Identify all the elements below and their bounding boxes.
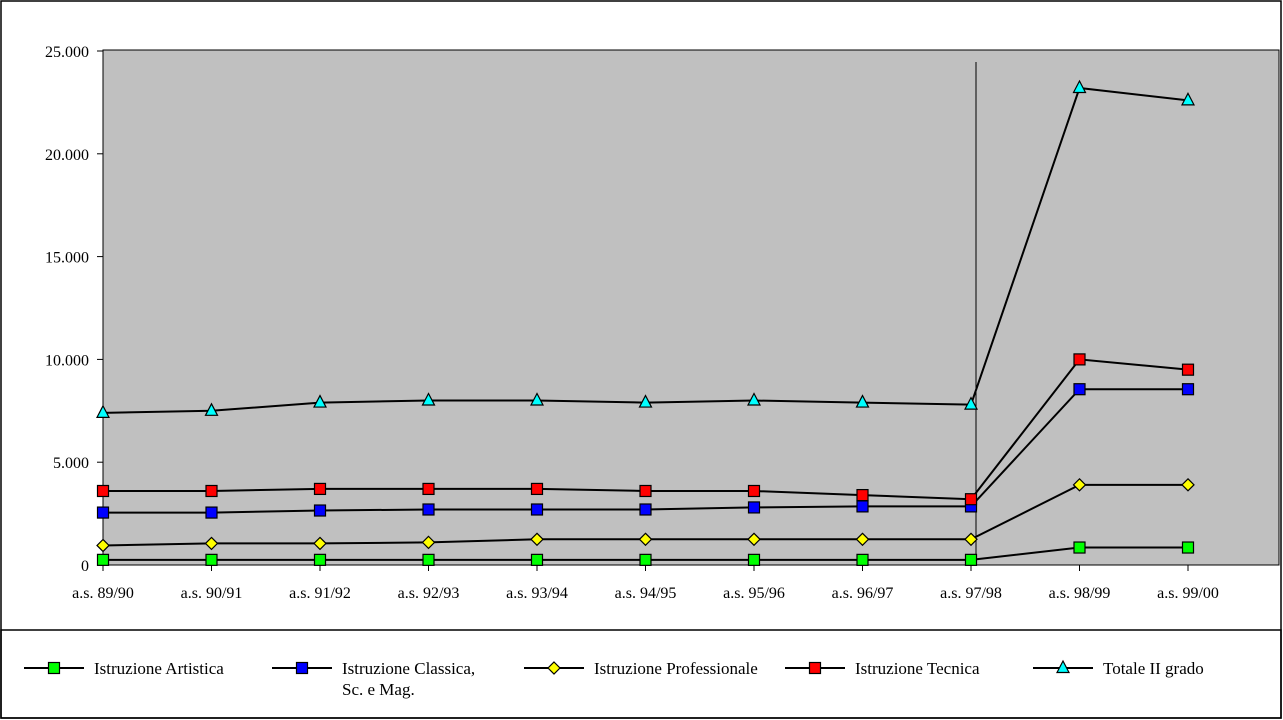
data-point (856, 553, 869, 566)
data-point (530, 392, 544, 406)
data-point (1072, 477, 1087, 492)
series-1 (96, 383, 1195, 519)
series-3 (96, 353, 1195, 506)
data-point (747, 484, 761, 498)
legend-marker-2 (524, 661, 584, 675)
data-point (964, 493, 978, 506)
legend-label: Istruzione Artistica (94, 659, 224, 678)
x-tick-label: a.s. 90/91 (181, 585, 243, 602)
legend-marker-0 (24, 661, 84, 675)
data-point (747, 553, 761, 566)
data-point (421, 535, 436, 550)
data-point (1181, 383, 1195, 396)
legend-marker-4 (1033, 659, 1093, 674)
data-point (530, 553, 544, 566)
x-tick-label: a.s. 92/93 (398, 585, 460, 602)
x-tick-label: a.s. 94/95 (615, 585, 677, 602)
data-point (639, 553, 652, 566)
legend-point (47, 661, 61, 675)
data-point (1073, 383, 1086, 396)
data-point (747, 532, 761, 547)
data-point (96, 506, 110, 519)
data-point (639, 484, 652, 498)
tick-labels: 0 5.000 10.000 15.000 20.000 25.000 a.s. 89/90… (45, 44, 1219, 602)
data-point (205, 484, 218, 498)
y-tick-label: 10.000 (45, 352, 89, 369)
data-point (638, 532, 653, 547)
y-tick-label: 0 (81, 558, 89, 575)
plot-area (102, 49, 1280, 566)
data-point (96, 538, 110, 553)
data-point (96, 484, 110, 498)
data-point (530, 532, 544, 547)
data-point (747, 392, 761, 406)
x-tick-label: a.s. 98/99 (1049, 585, 1111, 602)
x-tick-label: a.s. 97/98 (940, 585, 1002, 602)
data-point (421, 392, 436, 406)
legend-point (1056, 659, 1070, 674)
legend-marker-1 (272, 661, 332, 675)
data-point (855, 532, 870, 547)
x-tick-label: a.s. 91/92 (289, 585, 351, 602)
legend-point (547, 661, 561, 675)
data-point (639, 503, 652, 516)
legend-label: Istruzione Professionale (594, 659, 758, 678)
data-point (313, 394, 327, 408)
data-point (313, 536, 327, 551)
legend-point (295, 661, 309, 675)
x-tick-label: a.s. 96/97 (832, 585, 894, 602)
axes (97, 50, 1279, 571)
data-point (638, 394, 653, 408)
data-point (205, 553, 218, 566)
data-point (856, 488, 869, 502)
legend-marker-3 (785, 661, 845, 675)
data-point (1073, 541, 1086, 554)
data-point (964, 396, 978, 410)
y-tick-label: 25.000 (45, 44, 89, 61)
legend-label: Totale II grado (1103, 659, 1204, 678)
data-point (1181, 541, 1195, 554)
data-point (313, 482, 327, 496)
x-tick-label: a.s. 89/90 (72, 585, 134, 602)
x-tick-label: a.s. 99/00 (1157, 585, 1219, 602)
legend-label: Istruzione Tecnica (855, 659, 980, 678)
data-point (204, 536, 219, 551)
data-point (313, 504, 327, 517)
data-point (1181, 477, 1195, 492)
data-point (1072, 79, 1087, 94)
data-point (530, 482, 544, 496)
data-point (422, 503, 435, 516)
data-point (205, 506, 218, 519)
data-point (530, 503, 544, 516)
y-tick-label: 15.000 (45, 250, 89, 267)
series-4 (96, 79, 1195, 418)
data-point (1073, 353, 1086, 366)
y-tick-label: 5.000 (53, 455, 89, 472)
data-point (313, 553, 327, 566)
data-point (204, 402, 219, 416)
data-point (964, 532, 978, 547)
data-point (964, 553, 978, 566)
data-point (747, 501, 761, 514)
y-tick-label: 20.000 (45, 147, 89, 164)
x-tick-label: a.s. 95/96 (723, 585, 785, 602)
data-point (96, 553, 110, 566)
legend-point (808, 661, 822, 675)
x-tick-label: a.s. 93/94 (506, 585, 568, 602)
legend-label: Istruzione Classica, Sc. e Mag. (342, 659, 476, 699)
data-point (855, 394, 870, 408)
data-point (856, 500, 869, 513)
data-point (422, 482, 435, 496)
data-point (1181, 363, 1195, 376)
data-point (96, 404, 110, 418)
series-layer (96, 79, 1195, 566)
series-0 (96, 541, 1195, 566)
data-point (1181, 92, 1195, 106)
legend-border (0, 629, 1282, 719)
series-2 (96, 477, 1195, 553)
data-point (422, 553, 435, 566)
